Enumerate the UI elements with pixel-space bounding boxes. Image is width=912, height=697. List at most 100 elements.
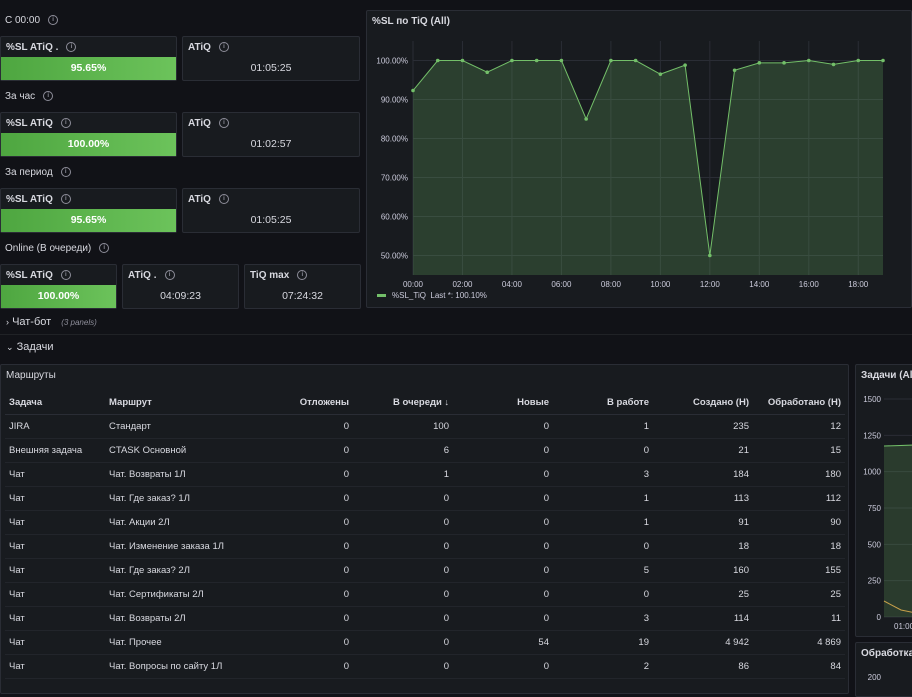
col-header-route[interactable]: Маршрут <box>105 391 255 415</box>
col-header-processed[interactable]: Обработано (Н) <box>753 391 845 415</box>
cell-in-work: 1 <box>553 486 653 511</box>
cell-postponed: 0 <box>255 462 353 487</box>
y-tick-label: 70.00% <box>381 174 408 183</box>
y-tick-label: 1250 <box>863 431 881 440</box>
info-icon[interactable]: i <box>60 118 71 129</box>
stat-panel-atiq[interactable]: ATiQ i 01:05:25 <box>182 188 360 233</box>
stat-panel-atiq[interactable]: ATiQ . i 04:09:23 <box>122 264 239 309</box>
col-header-postponed[interactable]: Отложены <box>255 391 353 415</box>
col-header-task[interactable]: Задача <box>5 391 105 415</box>
info-icon[interactable]: i <box>99 243 110 254</box>
table-row[interactable]: Чат Чат. Где заказ? 2Л 0 0 0 5 160 155 <box>5 558 845 583</box>
row-title-text: Чат-бот <box>12 316 52 328</box>
tasks-chart-panel[interactable]: Задачи (All 1500 1250 1000 750 500 250 0 01:00 <box>855 364 912 637</box>
row-tasks[interactable]: ⌄ Задачи <box>6 341 54 353</box>
data-point <box>633 58 638 63</box>
table-row[interactable]: Чат Чат. Возвраты 1Л 0 1 0 3 184 180 <box>5 462 845 487</box>
x-tick-label: 16:00 <box>799 280 820 289</box>
row-panels-count: (3 panels) <box>61 318 97 327</box>
series-line-secondary <box>883 600 912 613</box>
info-icon[interactable]: i <box>43 91 54 102</box>
cell-in-queue: 0 <box>353 582 453 607</box>
cell-route: CTASK Основной <box>105 438 255 463</box>
info-icon[interactable]: i <box>218 118 229 129</box>
routes-table-panel[interactable]: Маршруты Задача Маршрут Отложены В очере… <box>0 364 849 694</box>
tiq-max-value: 07:24:32 <box>282 290 323 302</box>
table-row[interactable]: Чат Чат. Изменение заказа 1Л 0 0 0 0 18 18 <box>5 534 845 559</box>
table-row[interactable]: Чат Чат. Акции 2Л 0 0 0 1 91 90 <box>5 510 845 535</box>
cell-task: Чат <box>5 582 105 607</box>
row-chatbot[interactable]: › Чат-бот (3 panels) <box>6 316 97 328</box>
panel-title: %SL ATiQ i <box>6 270 71 281</box>
cell-new: 54 <box>453 630 553 655</box>
cell-processed: 12 <box>753 414 845 439</box>
table-row[interactable]: JIRA Стандарт 0 100 0 1 235 12 <box>5 414 845 439</box>
cell-postponed: 0 <box>255 606 353 631</box>
y-tick-label: 80.00% <box>381 135 408 144</box>
panel-title-text: %SL ATiQ <box>6 270 53 281</box>
cell-new: 0 <box>453 462 553 487</box>
stat-panel-sl-atiq[interactable]: %SL ATiQ i 100.00% <box>0 264 117 309</box>
stat-panel-tiq-max[interactable]: TiQ max i 07:24:32 <box>244 264 361 309</box>
x-tick-label: 14:00 <box>749 280 770 289</box>
cell-processed: 4 869 <box>753 630 845 655</box>
cell-new: 0 <box>453 606 553 631</box>
cell-processed: 90 <box>753 510 845 535</box>
stat-panel-sl-atiq[interactable]: %SL ATiQ i 95.65% <box>0 188 177 233</box>
data-point <box>782 61 786 65</box>
data-point <box>658 72 663 76</box>
y-tick-label: 1000 <box>863 468 881 477</box>
col-header-in-queue[interactable]: В очереди ↓ <box>353 391 453 415</box>
col-header-created[interactable]: Создано (Н) <box>653 391 753 415</box>
cell-route: Чат. Сертификаты 2Л <box>105 582 255 607</box>
y-tick-label: 0 <box>877 613 882 622</box>
section-title-since-midnight: С 00:00 i <box>5 15 59 26</box>
sl-tiq-chart: 50.00% 60.00% 70.00% 80.00% 90.00% 100.00% 00:… <box>376 41 885 289</box>
table-row[interactable]: Внешняя задача CTASK Основной 0 6 0 0 21 15 <box>5 438 845 463</box>
sl-value-bar: 100.00% <box>1 285 116 308</box>
col-header-new[interactable]: Новые <box>453 391 553 415</box>
y-tick-label: 250 <box>868 577 882 586</box>
table-row[interactable]: Чат Чат. Сертификаты 2Л 0 0 0 0 25 25 <box>5 582 845 607</box>
cell-in-queue: 0 <box>353 558 453 583</box>
y-tick-label: 90.00% <box>381 96 408 105</box>
info-icon[interactable]: i <box>60 167 71 178</box>
cell-task: Чат <box>5 630 105 655</box>
info-icon[interactable]: i <box>48 15 59 26</box>
cell-in-work: 1 <box>553 414 653 439</box>
panel-title-text: ATiQ <box>188 42 211 53</box>
sl-tiq-chart-panel[interactable]: %SL по TiQ (All) 50.00% 60.00% 70.00% 80.00… <box>366 10 912 308</box>
stat-panel-atiq[interactable]: ATiQ i 01:02:57 <box>182 112 360 157</box>
cell-in-queue: 100 <box>353 414 453 439</box>
table-row[interactable]: Чат Чат. Где заказ? 1Л 0 0 0 1 113 112 <box>5 486 845 511</box>
table-row[interactable]: Чат Чат. Возвраты 2Л 0 0 0 3 114 11 <box>5 606 845 631</box>
info-icon[interactable]: i <box>66 42 77 53</box>
cell-new: 0 <box>453 414 553 439</box>
data-point <box>831 62 836 67</box>
stat-panel-sl-atiq[interactable]: %SL ATiQ i 100.00% <box>0 112 177 157</box>
cell-postponed: 0 <box>255 558 353 583</box>
cell-task: Чат <box>5 462 105 487</box>
cell-created: 235 <box>653 414 753 439</box>
chart-legend[interactable]: %SL_TiQ Last *: 100.10% <box>377 291 487 300</box>
info-icon[interactable]: i <box>164 270 175 281</box>
cell-in-queue: 0 <box>353 534 453 559</box>
stat-panel-atiq[interactable]: ATiQ i 01:05:25 <box>182 36 360 81</box>
chart-title: %SL по TiQ (All) <box>372 16 450 27</box>
table-row[interactable]: Чат Чат. Вопросы по сайту 1Л 0 0 0 2 86 84 <box>5 654 845 679</box>
table-row[interactable]: Чат Чат. Прочее 0 0 54 19 4 942 4 869 <box>5 630 845 655</box>
cell-in-queue: 0 <box>353 510 453 535</box>
col-header-in-work[interactable]: В работе <box>553 391 653 415</box>
info-icon[interactable]: i <box>60 270 71 281</box>
info-icon[interactable]: i <box>218 194 229 205</box>
info-icon[interactable]: i <box>60 194 71 205</box>
y-tick-label: 200 <box>868 673 882 682</box>
data-point <box>881 58 885 63</box>
processing-chart-panel[interactable]: Обработка 200 <box>855 642 912 697</box>
cell-route: Чат. Изменение заказа 1Л <box>105 534 255 559</box>
cell-created: 113 <box>653 486 753 511</box>
stat-panel-sl-atiq[interactable]: %SL ATiQ . i 95.65% <box>0 36 177 81</box>
info-icon[interactable]: i <box>218 42 229 53</box>
info-icon[interactable]: i <box>297 270 308 281</box>
x-tick-label: 01:00 <box>894 622 912 631</box>
